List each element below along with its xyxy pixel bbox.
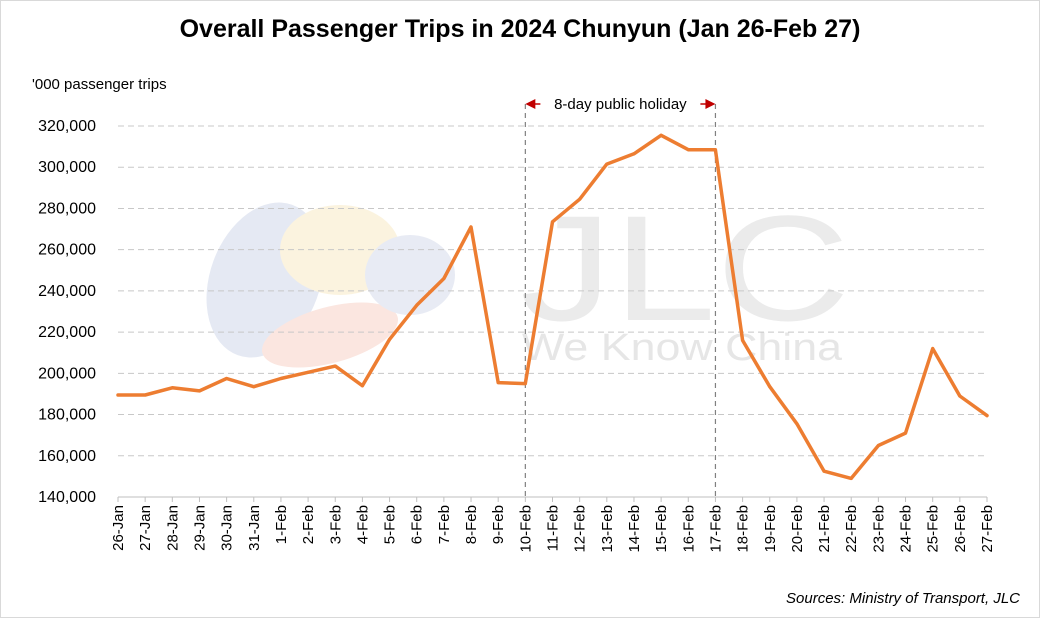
data-point — [496, 381, 500, 385]
data-point — [143, 393, 147, 397]
data-point — [605, 162, 609, 166]
holiday-arrow-right-head — [705, 99, 716, 109]
data-point — [985, 414, 989, 418]
y-tick-label: 300,000 — [38, 159, 96, 176]
data-point — [822, 469, 826, 473]
data-point — [686, 148, 690, 152]
holiday-annotation-label: 8-day public holiday — [554, 96, 687, 113]
x-tick-label: 20-Feb — [789, 505, 806, 553]
x-tick-label: 30-Jan — [219, 505, 236, 551]
x-tick-label: 1-Feb — [273, 505, 290, 544]
x-tick-label: 23-Feb — [870, 505, 887, 553]
data-point — [279, 376, 283, 380]
source-note: Sources: Ministry of Transport, JLC — [786, 590, 1020, 607]
x-tick-label: 5-Feb — [382, 505, 399, 544]
data-point — [768, 385, 772, 389]
x-tick-label: 19-Feb — [762, 505, 779, 553]
chart-title: Overall Passenger Trips in 2024 Chunyun … — [179, 15, 861, 43]
y-tick-label: 180,000 — [38, 407, 96, 424]
watermark-brand: JLC — [520, 184, 850, 352]
data-point — [415, 303, 419, 307]
data-point — [523, 382, 527, 386]
data-point — [252, 385, 256, 389]
y-tick-label: 280,000 — [38, 200, 96, 217]
x-tick-label: 2-Feb — [300, 505, 317, 544]
x-tick-label: 14-Feb — [626, 505, 643, 553]
x-tick-label: 26-Jan — [110, 505, 127, 551]
x-tick-label: 13-Feb — [599, 505, 616, 553]
jlc-watermark-logo: JLC We Know China — [206, 184, 850, 369]
x-tick-label: 27-Jan — [137, 505, 154, 551]
x-tick-label: 22-Feb — [843, 505, 860, 553]
holiday-arrow-left-head — [525, 99, 536, 109]
x-tick-label: 3-Feb — [327, 505, 344, 544]
data-point — [876, 443, 880, 447]
x-tick-label: 28-Jan — [164, 505, 181, 551]
x-tick-label: 16-Feb — [680, 505, 697, 553]
watermark-swirl-red — [261, 302, 399, 368]
x-tick-label: 26-Feb — [952, 505, 969, 553]
y-tick-label: 320,000 — [38, 118, 96, 135]
x-tick-label: 7-Feb — [436, 505, 453, 544]
y-tick-label: 240,000 — [38, 283, 96, 300]
x-tick-label: 21-Feb — [816, 505, 833, 553]
data-point — [958, 394, 962, 398]
x-tick-label: 31-Jan — [246, 505, 263, 551]
watermark-swirl-blue-small — [365, 235, 455, 315]
x-tick-label: 10-Feb — [517, 505, 534, 553]
data-point — [578, 197, 582, 201]
y-tick-label: 200,000 — [38, 365, 96, 382]
x-tick-label: 29-Jan — [191, 505, 208, 551]
y-tick-label: 160,000 — [38, 448, 96, 465]
data-point — [795, 422, 799, 426]
x-tick-label: 24-Feb — [898, 505, 915, 553]
x-tick-label: 25-Feb — [925, 505, 942, 553]
data-point — [116, 393, 120, 397]
data-point — [388, 337, 392, 341]
y-tick-label: 140,000 — [38, 489, 96, 506]
y-tick-label: 220,000 — [38, 324, 96, 341]
data-point — [442, 277, 446, 281]
data-point — [849, 476, 853, 480]
data-point — [225, 376, 229, 380]
data-point — [741, 338, 745, 342]
x-tick-label: 27-Feb — [979, 505, 996, 553]
data-point — [632, 152, 636, 156]
data-point — [659, 133, 663, 137]
watermark-slogan: We Know China — [522, 327, 843, 369]
x-tick-label: 4-Feb — [354, 505, 371, 544]
x-tick-label: 17-Feb — [707, 505, 724, 553]
x-tick-label: 8-Feb — [463, 505, 480, 544]
x-tick-label: 12-Feb — [572, 505, 589, 553]
data-point — [469, 225, 473, 229]
data-point — [904, 431, 908, 435]
data-point — [333, 364, 337, 368]
x-tick-label: 15-Feb — [653, 505, 670, 553]
x-tick-label: 9-Feb — [490, 505, 507, 544]
data-point — [197, 389, 201, 393]
x-tick-label: 18-Feb — [735, 505, 752, 553]
data-point — [306, 370, 310, 374]
y-axis-label: '000 passenger trips — [32, 76, 167, 93]
data-point — [360, 384, 364, 388]
data-point — [713, 148, 717, 152]
data-point — [551, 220, 554, 224]
x-tick-label: 6-Feb — [409, 505, 426, 544]
data-point — [931, 347, 935, 351]
y-tick-label: 260,000 — [38, 242, 96, 259]
data-point — [170, 386, 174, 390]
x-tick-label: 11-Feb — [545, 505, 562, 551]
